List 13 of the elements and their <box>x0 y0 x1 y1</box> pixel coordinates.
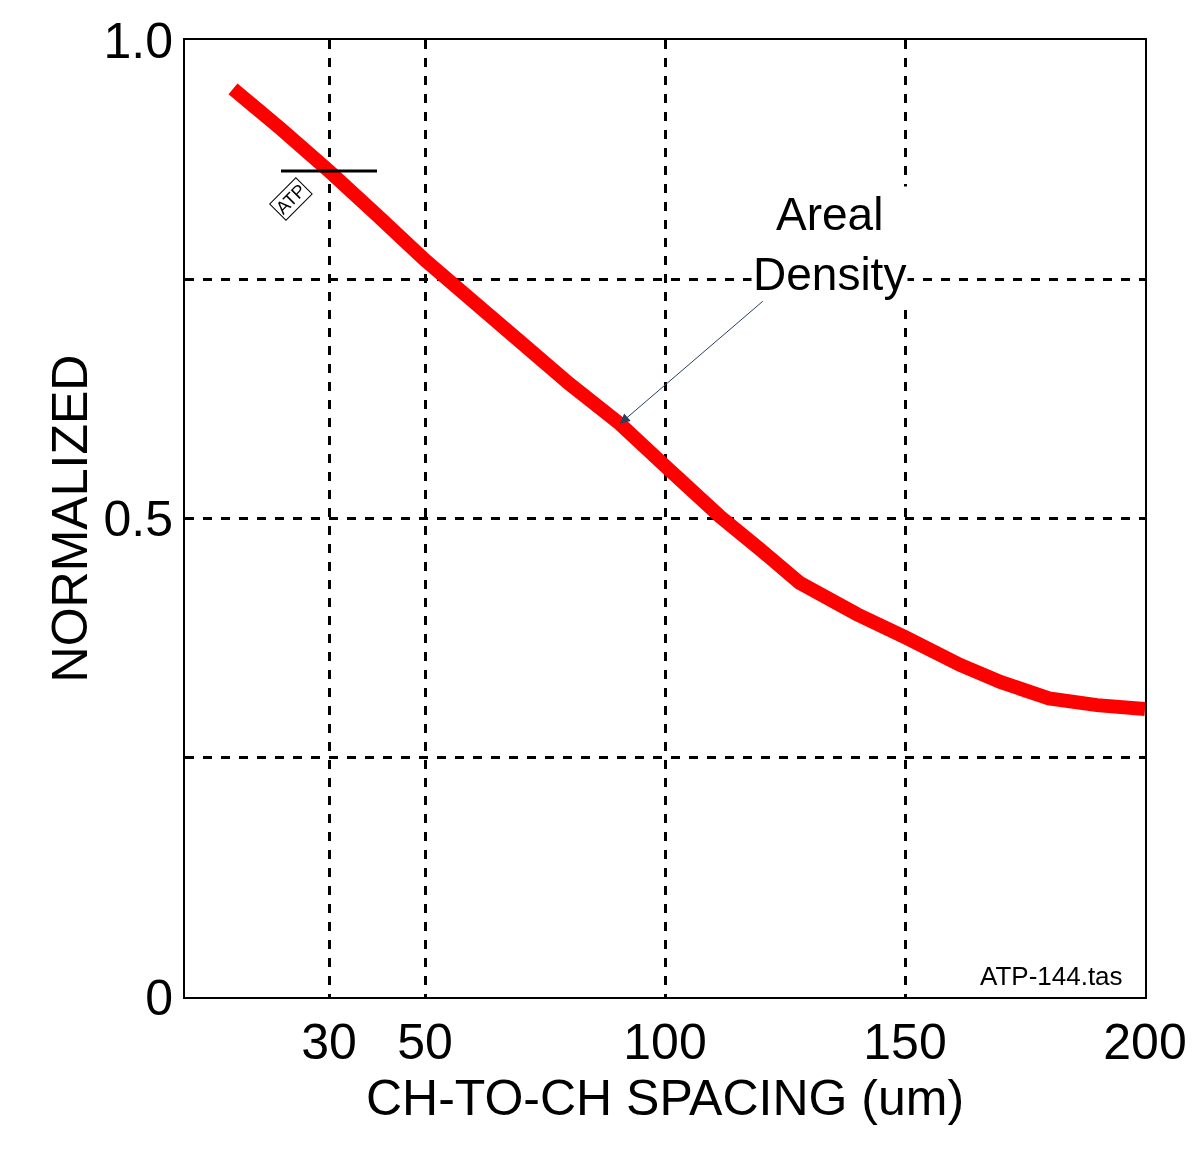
x-axis-title: CH-TO-CH SPACING (um) <box>365 1070 965 1126</box>
y-tick-label: 0 <box>145 969 173 1026</box>
y-axis-title: NORMALIZED <box>41 354 98 683</box>
x-tick-label: 200 <box>1103 1014 1187 1070</box>
x-tick-label: 50 <box>397 1014 453 1070</box>
annotation: Areal Density <box>753 188 907 300</box>
annotation: ATP-144.tas <box>980 961 1123 991</box>
y-tick-label: 1.0 <box>103 12 173 69</box>
x-tick-label: 150 <box>863 1014 947 1070</box>
x-tick-label: 100 <box>623 1014 707 1070</box>
x-tick-label: 30 <box>301 1014 357 1070</box>
annotation: ATP <box>271 180 310 219</box>
y-tick-label: 0.5 <box>103 491 173 547</box>
